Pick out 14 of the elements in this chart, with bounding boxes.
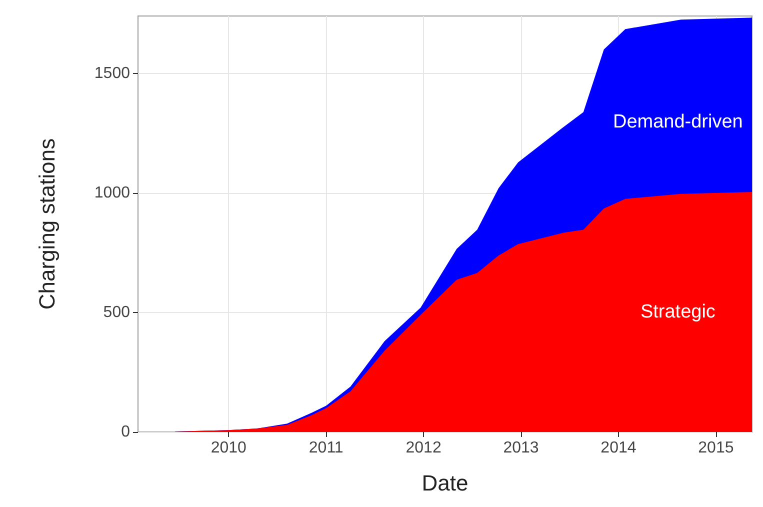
y-axis-title: Charging stations [34, 138, 60, 310]
y-tick-label: 1500 [94, 64, 130, 82]
series-label: Strategic [640, 301, 716, 322]
x-tick-label: 2010 [210, 440, 247, 456]
y-tick-label: 500 [103, 304, 130, 321]
y-tick-label: 1000 [94, 184, 130, 202]
x-tick-label: 2012 [406, 440, 442, 456]
x-tick-label: 2014 [600, 440, 636, 456]
y-tick-label: 0 [121, 424, 130, 440]
x-axis-title: Date [422, 470, 468, 496]
x-tick-label: 2015 [698, 440, 734, 456]
x-tick-label: 2013 [503, 440, 539, 456]
series-label: Demand-driven [612, 112, 743, 133]
x-tick-label: 2011 [308, 440, 344, 456]
